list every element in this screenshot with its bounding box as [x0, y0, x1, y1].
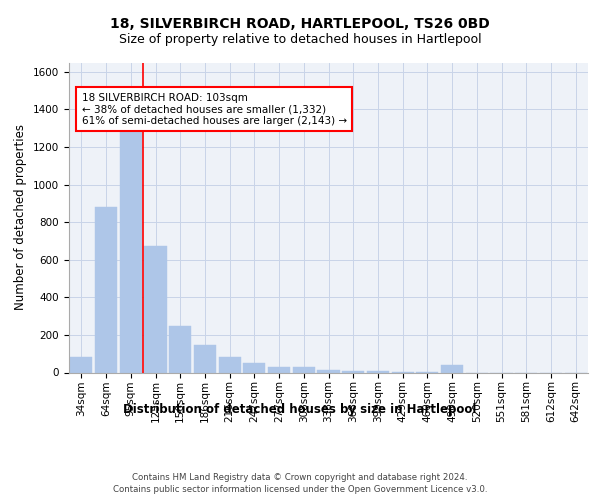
Bar	[342, 370, 364, 372]
Bar	[194, 346, 216, 372]
Bar	[95, 207, 117, 372]
Bar	[169, 326, 191, 372]
Bar	[119, 124, 142, 372]
Bar	[367, 370, 389, 372]
Bar	[145, 246, 167, 372]
Bar	[293, 367, 315, 372]
Y-axis label: Number of detached properties: Number of detached properties	[14, 124, 28, 310]
Bar	[70, 356, 92, 372]
Text: 18 SILVERBIRCH ROAD: 103sqm
← 38% of detached houses are smaller (1,332)
61% of : 18 SILVERBIRCH ROAD: 103sqm ← 38% of det…	[82, 92, 347, 126]
Text: Contains public sector information licensed under the Open Government Licence v3: Contains public sector information licen…	[113, 485, 487, 494]
Text: 18, SILVERBIRCH ROAD, HARTLEPOOL, TS26 0BD: 18, SILVERBIRCH ROAD, HARTLEPOOL, TS26 0…	[110, 18, 490, 32]
Bar	[317, 370, 340, 372]
Bar	[218, 356, 241, 372]
Text: Contains HM Land Registry data © Crown copyright and database right 2024.: Contains HM Land Registry data © Crown c…	[132, 472, 468, 482]
Bar	[441, 365, 463, 372]
Bar	[268, 367, 290, 372]
Text: Size of property relative to detached houses in Hartlepool: Size of property relative to detached ho…	[119, 34, 481, 46]
Bar	[243, 363, 265, 372]
Text: Distribution of detached houses by size in Hartlepool: Distribution of detached houses by size …	[124, 402, 476, 415]
